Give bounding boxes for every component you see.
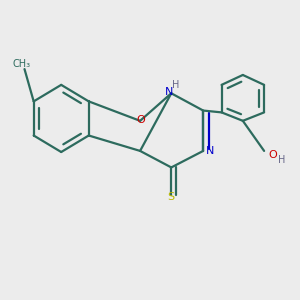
Text: H: H [172,80,179,89]
Text: O: O [137,115,146,125]
Text: H: H [278,155,285,165]
Text: CH₃: CH₃ [12,58,30,69]
Text: O: O [268,150,277,160]
Text: N: N [206,146,214,156]
Text: N: N [165,87,173,97]
Text: S: S [168,192,175,202]
